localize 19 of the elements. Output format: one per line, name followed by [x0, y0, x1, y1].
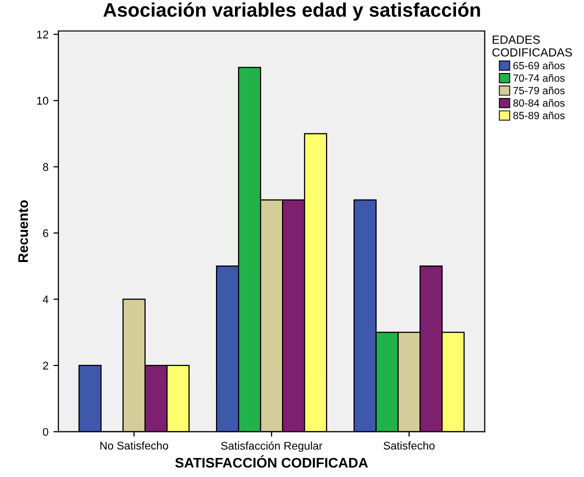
y-tick-label: 6 [43, 229, 48, 238]
chart-title: Asociación variables edad y satisfacción [103, 2, 480, 21]
legend-label: 65-69 años [513, 62, 565, 70]
y-axis-title: Recuento [18, 200, 28, 262]
legend-label: 70-74 años [513, 74, 565, 82]
y-tick-label: 4 [42, 296, 48, 304]
legend-label: 85-89 años [513, 112, 565, 120]
x-tick-label: No Satisfecho [100, 441, 168, 450]
legend-title: EDADES CODIFICADAS [492, 35, 572, 57]
y-tick-label: 12 [37, 30, 48, 38]
x-tick-label: Satisfacción Regular [221, 441, 322, 452]
y-tick-label: 2 [43, 362, 48, 370]
y-tick-label: 10 [37, 96, 48, 105]
legend-label: 75-79 años [513, 86, 565, 94]
x-axis-title: SATISFACCIÓN CODIFICADA [175, 455, 368, 468]
x-tick-label: Satisfecho [384, 441, 435, 450]
y-tick-label: 0 [42, 428, 48, 436]
y-tick-label: 8 [42, 163, 48, 171]
legend-label: 80-84 años [513, 99, 565, 107]
